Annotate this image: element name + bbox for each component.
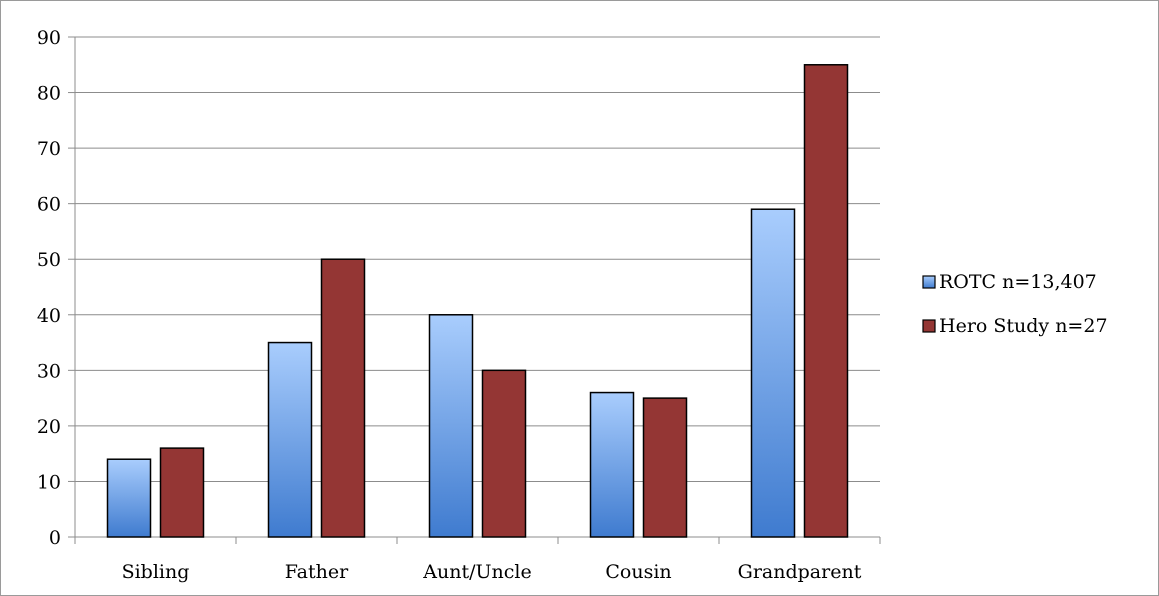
x-tick-label: Cousin — [605, 561, 671, 583]
x-tick-label: Sibling — [122, 561, 190, 583]
bar-hero-study-cousin — [644, 398, 687, 537]
bar-rotc-cousin — [591, 393, 634, 537]
y-tick-label: 60 — [37, 194, 61, 216]
bar-rotc-grandparent — [752, 209, 795, 537]
bar-hero-study-aunt-uncle — [483, 370, 526, 537]
y-tick-label: 40 — [37, 305, 61, 327]
y-tick-label: 90 — [37, 27, 61, 49]
y-tick-label: 50 — [37, 249, 61, 271]
x-tick-label: Aunt/Uncle — [422, 561, 531, 583]
bar-rotc-father — [269, 343, 312, 537]
legend-label-hero-study: Hero Study n=27 — [939, 315, 1108, 337]
bar-rotc-sibling — [108, 459, 151, 537]
bar-hero-study-sibling — [161, 448, 204, 537]
y-tick-label: 30 — [37, 360, 61, 382]
legend-swatch-rotc — [923, 276, 935, 288]
y-tick-label: 20 — [37, 416, 61, 438]
x-tick-label: Grandparent — [738, 561, 862, 583]
legend-label-rotc: ROTC n=13,407 — [939, 271, 1097, 293]
bars — [108, 65, 848, 537]
legend: ROTC n=13,407 Hero Study n=27 — [923, 271, 1108, 337]
bar-hero-study-father — [322, 259, 365, 537]
bar-hero-study-grandparent — [805, 65, 848, 537]
y-tick-label: 10 — [37, 471, 61, 493]
y-tick-label: 80 — [37, 83, 61, 105]
x-tick-label: Father — [285, 561, 349, 583]
bar-rotc-aunt-uncle — [430, 315, 473, 537]
legend-swatch-hero-study — [923, 320, 935, 332]
y-tick-label: 70 — [37, 138, 61, 160]
y-tick-label: 0 — [49, 527, 61, 549]
